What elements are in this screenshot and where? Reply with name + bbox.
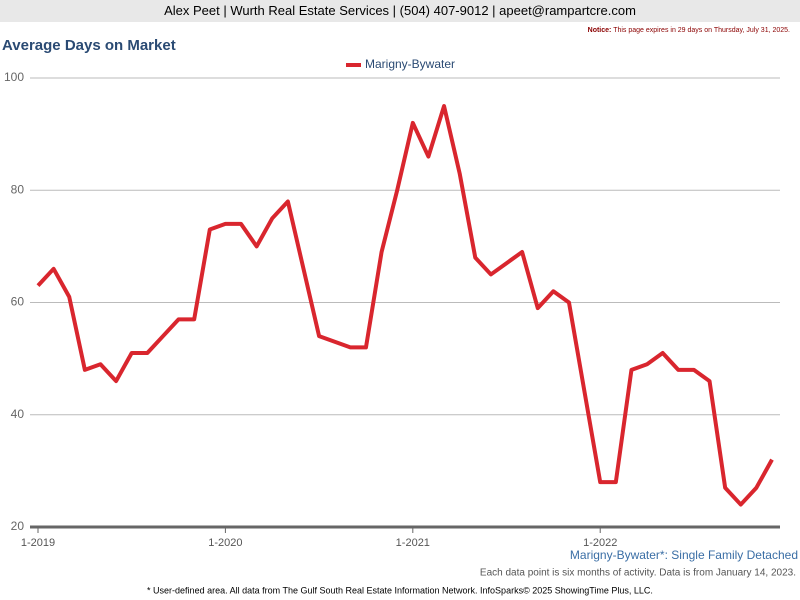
footer: * User-defined area. All data from The G… bbox=[147, 585, 653, 595]
y-tick-label: 20 bbox=[11, 519, 25, 533]
x-tick-label: 1-2020 bbox=[208, 537, 242, 549]
chart-title: Average Days on Market bbox=[2, 37, 176, 54]
y-tick-label: 60 bbox=[11, 295, 25, 309]
y-tick-label: 80 bbox=[11, 182, 25, 196]
x-tick-label: 1-2021 bbox=[396, 537, 430, 549]
x-tick-label: 1-2019 bbox=[21, 537, 55, 549]
x-tick-label: 1-2022 bbox=[583, 537, 617, 549]
data-line bbox=[36, 104, 774, 507]
notice-text: This page expires in 29 days on Thursday… bbox=[613, 27, 790, 34]
y-tick-label: 40 bbox=[11, 407, 25, 421]
data-note: Each data point is six months of activit… bbox=[480, 568, 796, 579]
area-label: Marigny-Bywater*: Single Family Detached bbox=[570, 548, 798, 562]
y-tick-label: 100 bbox=[4, 70, 24, 84]
notice: Notice: This page expires in 29 days on … bbox=[588, 27, 790, 34]
header: Alex Peet | Wurth Real Estate Services |… bbox=[0, 0, 800, 22]
legend-label: Marigny-Bywater bbox=[365, 57, 455, 71]
notice-label: Notice: bbox=[587, 27, 612, 34]
